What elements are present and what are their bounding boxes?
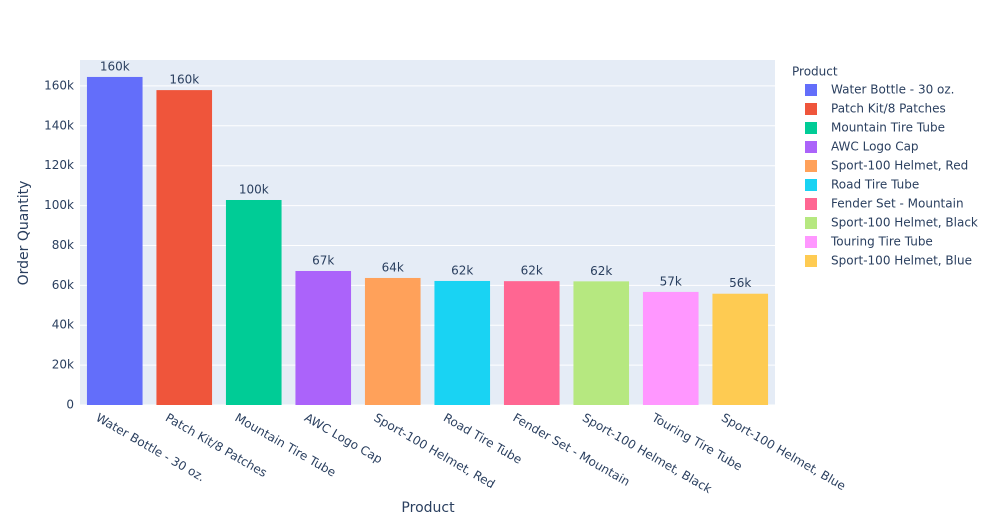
y-axis-title: Order Quantity <box>16 181 32 286</box>
x-axis-title: Product <box>401 500 455 516</box>
legend-label: Patch Kit/8 Patches <box>831 102 946 116</box>
legend-label: Mountain Tire Tube <box>831 121 945 135</box>
legend-label: Fender Set - Mountain <box>831 197 964 211</box>
value-label: 64k <box>382 260 404 274</box>
value-label: 67k <box>312 253 334 267</box>
legend-swatch <box>805 103 817 115</box>
value-label: 56k <box>729 276 751 290</box>
legend-swatch <box>805 160 817 172</box>
value-label: 57k <box>660 274 682 288</box>
x-tick-label: Sport-100 Helmet, Blue <box>719 411 848 494</box>
legend-title: Product <box>792 65 838 79</box>
bar <box>225 199 282 405</box>
value-label: 160k <box>100 59 130 73</box>
legend-label: Touring Tire Tube <box>830 235 933 249</box>
legend-label: Sport-100 Helmet, Blue <box>831 254 972 268</box>
legend-swatch <box>805 84 817 96</box>
legend-label: AWC Logo Cap <box>831 140 919 154</box>
x-tick-label: Sport-100 Helmet, Red <box>372 411 498 492</box>
legend-label: Water Bottle - 30 oz. <box>831 83 955 97</box>
y-tick-label: 160k <box>44 78 74 92</box>
legend-swatch <box>805 179 817 191</box>
bar <box>712 293 769 405</box>
value-label: 62k <box>521 264 543 278</box>
legend-swatch <box>805 217 817 229</box>
legend-swatch <box>805 198 817 210</box>
legend-label: Sport-100 Helmet, Red <box>831 159 968 173</box>
y-tick-label: 80k <box>52 238 74 252</box>
value-label: 62k <box>451 263 473 277</box>
bar <box>295 270 352 405</box>
y-tick-label: 0 <box>66 398 74 412</box>
bar <box>86 76 143 405</box>
legend-swatch <box>805 255 817 267</box>
legend-swatch <box>805 122 817 134</box>
bar <box>503 281 560 405</box>
y-tick-label: 40k <box>52 318 74 332</box>
y-tick-label: 20k <box>52 358 74 372</box>
bar <box>642 291 699 405</box>
bar <box>156 90 213 405</box>
y-tick-label: 100k <box>44 198 74 212</box>
legend-swatch <box>805 236 817 248</box>
value-label: 62k <box>590 264 612 278</box>
legend-label: Sport-100 Helmet, Black <box>831 216 978 230</box>
x-tick-label: Fender Set - Mountain <box>511 411 633 489</box>
x-tick-label: Sport-100 Helmet, Black <box>580 411 714 497</box>
y-tick-label: 140k <box>44 118 74 132</box>
bar <box>573 281 630 405</box>
legend-swatch <box>805 141 817 153</box>
value-label: 160k <box>169 73 199 87</box>
legend-label: Road Tire Tube <box>831 178 919 192</box>
value-label: 100k <box>239 182 269 196</box>
y-tick-label: 60k <box>52 278 74 292</box>
bar <box>434 280 491 405</box>
bar <box>364 277 421 405</box>
y-tick-label: 120k <box>44 158 74 172</box>
